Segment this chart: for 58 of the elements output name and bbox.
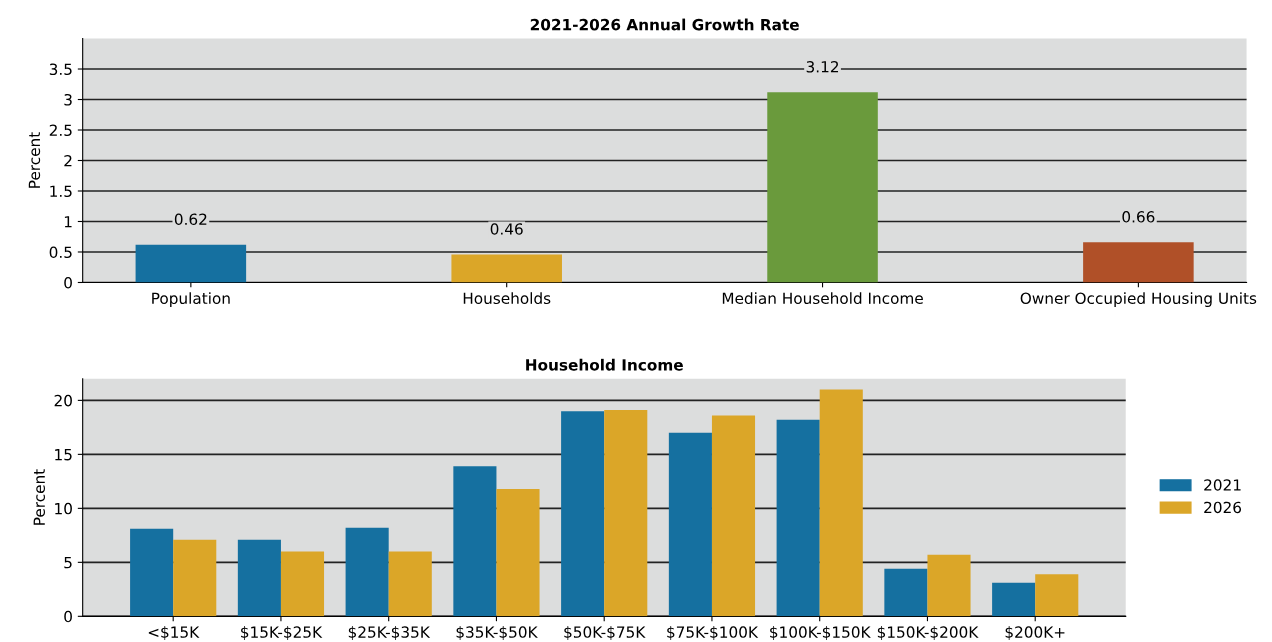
y-tick-label: 3 [64, 93, 72, 106]
y-tick-label: 1.5 [50, 185, 72, 198]
bar [711, 415, 756, 617]
bar [604, 410, 648, 617]
bar [561, 411, 605, 617]
x-tick-label: Owner Occupied Housing Units [1020, 292, 1257, 307]
data-label: 0.62 [174, 213, 207, 226]
bar [776, 419, 820, 617]
x-tick-label: $50K-$75K [564, 626, 646, 640]
y-tick-label: 0.5 [49, 246, 72, 259]
x-tick-label: $75K-$100K [667, 626, 759, 640]
bar [927, 554, 971, 617]
y-axis-title: Percent [33, 469, 45, 525]
bar [884, 568, 928, 617]
y-tick-label: 1 [64, 216, 72, 228]
x-tick-label: Households [463, 292, 551, 305]
x-tick-label: $25K-$35K [348, 626, 431, 640]
x-tick-label: $200K+ [1005, 626, 1065, 640]
y-axis-title: Percent [28, 132, 41, 188]
legend-label: 2026 [1204, 501, 1242, 514]
y-tick-label: 2.5 [49, 124, 72, 137]
bar [992, 582, 1036, 617]
data-label: 0.46 [490, 223, 523, 235]
bar [345, 527, 389, 617]
chart-title: Household Income [526, 358, 683, 371]
x-tick-label: Median Household Income [722, 292, 923, 305]
x-tick-label: $100K-$150K [770, 626, 871, 640]
bar [451, 254, 562, 283]
bar [280, 551, 325, 617]
y-tick-label: 2 [64, 154, 72, 167]
bar [453, 466, 497, 617]
bar [1083, 242, 1194, 283]
x-tick-label: <$15K [148, 626, 200, 640]
y-tick-label: 3.5 [49, 63, 72, 76]
y-tick-label: 0 [64, 276, 72, 289]
bar [496, 488, 540, 617]
bar [173, 539, 217, 617]
bar [668, 432, 712, 617]
bar [1035, 574, 1079, 617]
data-label: 3.12 [806, 61, 839, 73]
y-tick-label: 0 [64, 610, 72, 623]
data-label: 0.66 [1122, 211, 1155, 223]
bar [819, 389, 863, 617]
x-tick-label: $150K-$200K [877, 626, 979, 640]
bar [237, 539, 281, 617]
bar [767, 92, 878, 283]
bar [130, 528, 174, 617]
legend-label: 2021 [1204, 479, 1241, 491]
chart-title: 2021-2026 Annual Growth Rate [530, 18, 799, 31]
y-tick-label: 20 [54, 394, 72, 407]
y-tick-label: 5 [64, 557, 72, 569]
bar [135, 244, 247, 283]
bar [388, 551, 432, 617]
x-tick-label: $35K-$50K [456, 626, 538, 640]
x-tick-label: Population [152, 292, 230, 307]
x-tick-label: $15K-$25K [241, 626, 323, 640]
y-tick-label: 15 [55, 449, 72, 461]
y-tick-label: 10 [55, 502, 72, 515]
